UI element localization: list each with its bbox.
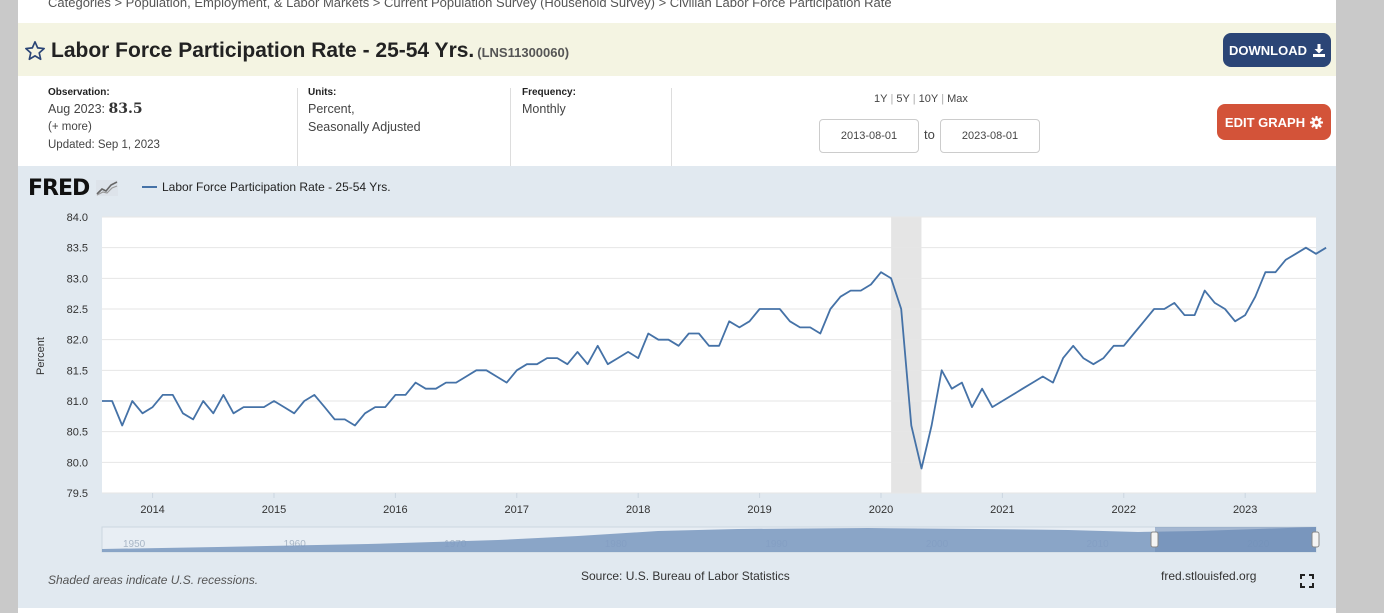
- edit-graph-label: EDIT GRAPH: [1224, 114, 1306, 130]
- units-line1: Percent,: [308, 102, 355, 116]
- series-meta: Observation: Aug 2023: 83.5 (+ more) Upd…: [18, 76, 1336, 166]
- y-tick-label: 83.5: [67, 243, 88, 255]
- navigator-selection: [1155, 527, 1316, 552]
- edit-graph-button[interactable]: EDIT GRAPH: [1217, 104, 1331, 140]
- observation-block: Observation: Aug 2023: 83.5 (+ more) Upd…: [48, 86, 160, 154]
- series-line[interactable]: [102, 246, 1327, 470]
- units-block: Units: Percent, Seasonally Adjusted: [308, 86, 421, 136]
- units-line2: Seasonally Adjusted: [308, 120, 421, 134]
- source-note[interactable]: Source: U.S. Bureau of Labor Statistics: [581, 569, 790, 583]
- gear-icon: [1310, 115, 1324, 129]
- y-tick-label: 82.0: [67, 335, 88, 347]
- y-tick-label: 84.0: [67, 212, 88, 224]
- observation-label: Observation:: [48, 87, 110, 98]
- download-icon: [1313, 43, 1325, 57]
- chart-logo-icon: [95, 180, 118, 196]
- legend-swatch: [142, 186, 157, 188]
- series-title: Labor Force Participation Rate - 25-54 Y…: [51, 39, 475, 62]
- more-observations-link[interactable]: (+ more): [48, 121, 92, 133]
- download-label: DOWNLOAD: [1229, 42, 1307, 58]
- breadcrumb[interactable]: Categories > Population, Employment, & L…: [48, 0, 892, 10]
- x-tick-label: 2015: [262, 504, 286, 516]
- navigator-label: 1950: [123, 539, 146, 550]
- y-axis-label: Percent: [35, 337, 47, 375]
- chart-panel: 84.0 83.5 83.0 82.5 82.0 81.5 81.0 80.5 80.0 79.5…: [18, 166, 1336, 608]
- y-tick-label: 80.5: [67, 427, 88, 439]
- y-tick-label: 80.0: [67, 457, 88, 469]
- navigator-label: 1960: [284, 539, 307, 550]
- frequency-block: Frequency: Monthly: [522, 86, 576, 118]
- download-button[interactable]: DOWNLOAD: [1223, 33, 1331, 67]
- x-tick-label: 2020: [869, 504, 893, 516]
- x-tick-label: 2022: [1112, 504, 1136, 516]
- chart-legend: Labor Force Participation Rate - 25-54 Y…: [142, 180, 391, 194]
- site-link[interactable]: fred.stlouisfed.org: [1161, 569, 1257, 583]
- x-tick-label: 2019: [747, 504, 771, 516]
- start-date-input[interactable]: 2013-08-01: [819, 119, 919, 153]
- page: Categories > Population, Employment, & L…: [18, 0, 1336, 613]
- star-outline-icon[interactable]: [24, 40, 46, 62]
- x-tick-label: 2017: [505, 504, 529, 516]
- series-id: (LNS11300060): [477, 45, 570, 60]
- x-tick-label: 2014: [140, 504, 164, 516]
- y-tick-label: 81.5: [67, 365, 88, 377]
- observation-date: Aug 2023:: [48, 102, 105, 116]
- range-max-button[interactable]: Max: [947, 93, 968, 105]
- recession-note: Shaded areas indicate U.S. recessions.: [48, 573, 259, 587]
- frequency-label: Frequency:: [522, 87, 576, 98]
- x-tick-label: 2021: [990, 504, 1014, 516]
- legend-label: Labor Force Participation Rate - 25-54 Y…: [162, 180, 391, 194]
- units-label: Units:: [308, 87, 337, 98]
- observation-value: 83.5: [108, 101, 143, 117]
- navigator[interactable]: 19501960197019801990200020102020: [101, 526, 1320, 553]
- y-tick-label: 79.5: [67, 488, 88, 500]
- navigator-left-handle[interactable]: [1150, 531, 1159, 548]
- range-selector: 1Y | 5Y | 10Y | Max: [874, 93, 968, 105]
- updated-date: Updated: Sep 1, 2023: [48, 139, 160, 151]
- chart-canvas[interactable]: 84.0 83.5 83.0 82.5 82.0 81.5 81.0 80.5 80.0 79.5…: [18, 166, 1336, 608]
- x-tick-label: 2016: [383, 504, 407, 516]
- navigator-right-handle[interactable]: [1311, 531, 1320, 548]
- y-tick-label: 81.0: [67, 396, 88, 408]
- x-tick-label: 2018: [626, 504, 650, 516]
- range-5y-button[interactable]: 5Y: [896, 93, 910, 105]
- fullscreen-icon[interactable]: [1300, 574, 1314, 588]
- end-date-input[interactable]: 2023-08-01: [940, 119, 1040, 153]
- range-1y-button[interactable]: 1Y: [874, 93, 888, 105]
- to-label: to: [924, 127, 935, 142]
- meta-divider: [297, 88, 298, 166]
- plot-area: [102, 217, 1316, 493]
- meta-divider: [671, 88, 672, 166]
- navigator-area: [102, 527, 1316, 552]
- page-title: Labor Force Participation Rate - 25-54 Y…: [51, 39, 569, 63]
- frequency-value: Monthly: [522, 102, 566, 116]
- y-tick-label: 83.0: [67, 273, 88, 285]
- observation-line: Aug 2023: 83.5: [48, 100, 160, 118]
- fred-logo[interactable]: FRED: [28, 176, 118, 201]
- meta-divider: [510, 88, 511, 166]
- y-tick-label: 82.5: [67, 304, 88, 316]
- x-tick-label: 2023: [1233, 504, 1257, 516]
- range-10y-button[interactable]: 10Y: [918, 93, 939, 105]
- title-bar: Labor Force Participation Rate - 25-54 Y…: [18, 23, 1336, 76]
